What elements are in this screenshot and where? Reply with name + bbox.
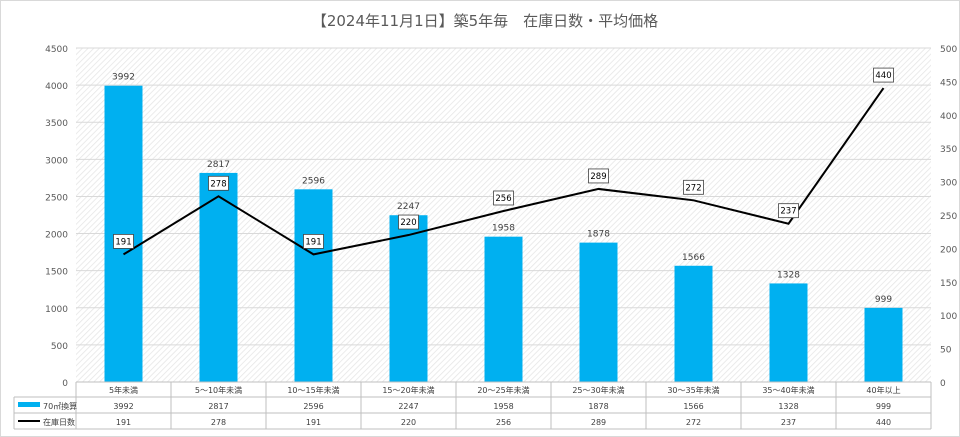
line-series: [122, 87, 885, 256]
left-tick-label: 3000: [45, 156, 68, 166]
bar-data-label: 1566: [682, 253, 705, 263]
category-label: 40年以上: [866, 385, 900, 395]
category-label: 30～35年未満: [667, 385, 719, 395]
table-cell: 2817: [208, 402, 228, 411]
bar-series: [104, 85, 903, 382]
bar: [294, 189, 333, 382]
legend-label: 70㎡換算: [43, 401, 77, 411]
bar: [484, 236, 523, 382]
right-tick-label: 300: [940, 179, 957, 189]
table-cell: 1878: [588, 402, 608, 411]
right-tick-label: 0: [940, 379, 946, 389]
right-tick-label: 200: [940, 245, 957, 255]
table-cell: 237: [781, 418, 796, 427]
bar-data-label: 2817: [207, 160, 230, 170]
category-label: 20～25年未満: [477, 385, 529, 395]
line-data-label-box: [113, 234, 134, 249]
table-cell: 2247: [398, 402, 418, 411]
line-data-label-box: [588, 168, 609, 184]
table-cell: 289: [591, 418, 606, 427]
line-data-label-box: [208, 175, 229, 191]
left-tick-label: 0: [62, 379, 68, 389]
right-tick-label: 150: [940, 279, 957, 289]
line-data-label-box: [398, 214, 419, 230]
category-label: 5年未満: [109, 385, 138, 395]
table-cell: 278: [211, 418, 226, 427]
line-data-labels: 191 278 191 220 256 289 272 237 440: [113, 67, 894, 249]
right-tick-label: 400: [940, 112, 957, 122]
line-data-label: 256: [495, 194, 511, 204]
category-label: 35～40年未満: [762, 385, 814, 395]
bar-data-label: 999: [875, 295, 892, 305]
category-label: 15～20年未満: [382, 385, 434, 395]
left-tick-label: 4000: [45, 82, 68, 92]
table-cell: 220: [401, 418, 416, 427]
line-data-label: 191: [115, 237, 131, 247]
right-tick-label: 50: [940, 346, 952, 356]
line-data-label-box: [683, 179, 704, 195]
legend-key-bar: [18, 402, 40, 407]
left-axis-ticks: 0 500 1000 1500 2000 2500 3000 3500 4000 4500: [45, 45, 68, 389]
chart-title: 【2024年11月1日】築5年毎 在庫日数・平均価格: [312, 12, 658, 30]
line-data-label: 272: [685, 183, 701, 193]
table-cell: 999: [876, 402, 891, 411]
line-data-label: 220: [400, 218, 416, 228]
line-data-label-box: [778, 203, 799, 219]
left-tick-label: 3500: [45, 119, 68, 129]
bar: [199, 172, 238, 382]
right-axis-ticks: 0 50 100 150 200 250 300 350 400 450 500: [940, 45, 957, 389]
left-tick-label: 4500: [45, 45, 68, 55]
line-data-label-box: [493, 190, 514, 206]
data-table: 5年未満 3992 191 5～10年未満 2817 278 10～15年未満 2596 191…: [13, 381, 932, 430]
category-label: 5～10年未満: [195, 385, 242, 395]
left-tick-label: 500: [51, 342, 68, 352]
bar: [104, 85, 143, 382]
left-tick-label: 1500: [45, 268, 68, 278]
bar-data-label: 2247: [397, 202, 420, 212]
line-data-label: 440: [875, 71, 891, 81]
bar: [579, 242, 618, 382]
bar: [674, 265, 713, 382]
left-tick-label: 2500: [45, 193, 68, 203]
table-cell: 2596: [303, 402, 323, 411]
bar: [769, 283, 808, 382]
bar: [389, 215, 428, 382]
bar: [864, 307, 903, 382]
left-tick-label: 1000: [45, 305, 68, 315]
legend-label: 在庫日数: [43, 417, 75, 427]
bar-data-labels: 3992 2817 2596 2247 1958 1878 1566 1328 999: [112, 73, 892, 305]
table-cell: 3992: [113, 402, 133, 411]
line-data-label-box: [303, 234, 324, 249]
bar-data-label: 3992: [112, 73, 135, 83]
line-data-label: 278: [210, 179, 226, 189]
line-data-label: 237: [780, 207, 796, 217]
right-tick-label: 350: [940, 145, 957, 155]
right-tick-label: 450: [940, 78, 957, 88]
right-tick-label: 500: [940, 45, 957, 55]
table-cell: 191: [116, 418, 131, 427]
bar-data-label: 2596: [302, 176, 325, 186]
right-tick-label: 100: [940, 312, 957, 322]
table-cell: 1958: [493, 402, 513, 411]
line-data-label-box: [873, 67, 894, 83]
line-data-label: 289: [590, 172, 606, 182]
category-label: 25～30年未満: [572, 385, 624, 395]
left-tick-label: 2000: [45, 231, 68, 241]
table-cell: 1566: [683, 402, 703, 411]
table-cell: 191: [306, 418, 321, 427]
table-cell: 440: [876, 418, 891, 427]
bar-data-label: 1958: [492, 224, 515, 234]
bar-data-label: 1878: [587, 230, 610, 240]
line-data-label: 191: [305, 237, 321, 247]
table-cell: 272: [686, 418, 701, 427]
line-path: [122, 87, 885, 256]
bar-data-label: 1328: [777, 270, 800, 280]
table-cell: 1328: [778, 402, 798, 411]
table-cell: 256: [496, 418, 511, 427]
category-label: 10～15年未満: [287, 385, 339, 395]
right-tick-label: 250: [940, 212, 957, 222]
